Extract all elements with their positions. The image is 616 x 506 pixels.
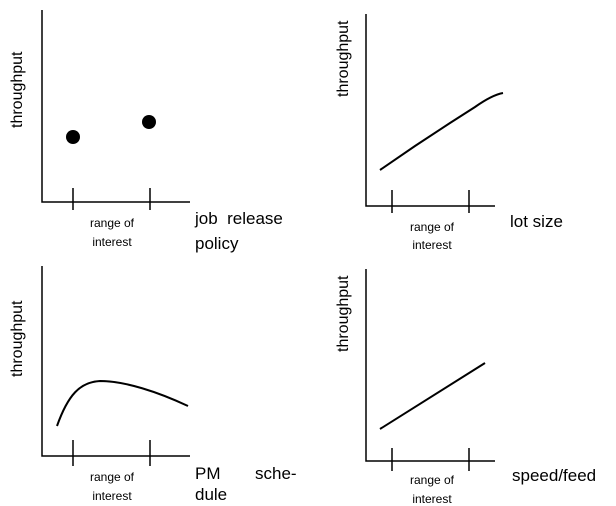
panel-lot-size: throughput range of interest lot size <box>335 14 563 252</box>
throughput-curve <box>379 362 486 430</box>
axes <box>41 10 190 203</box>
axes <box>41 266 190 457</box>
range-label-line2: interest <box>92 235 132 249</box>
range-label-line2: interest <box>92 489 132 503</box>
throughput-curve <box>56 379 189 427</box>
data-point <box>66 130 80 144</box>
x-axis-label-line1: PM <box>195 464 221 483</box>
x-axis-label-line2: policy <box>195 234 239 253</box>
panel-job-release-policy: throughput range of interest job release… <box>9 10 283 253</box>
panel-speed-feed: throughput range of interest speed/feed <box>335 269 596 506</box>
x-axis-label-line2: dule <box>195 485 227 504</box>
axes <box>365 269 495 462</box>
y-axis-label: throughput <box>335 275 352 352</box>
range-label-line2: interest <box>412 238 452 252</box>
range-label-line2: interest <box>412 492 452 506</box>
x-axis-label: speed/feed <box>512 466 596 485</box>
panel-pm-schedule: throughput range of interest PM sche- du… <box>9 266 297 504</box>
axes <box>365 14 495 207</box>
range-label-line1: range of <box>90 470 135 484</box>
x-axis-label: lot size <box>510 212 563 231</box>
range-label-line1: range of <box>410 220 455 234</box>
x-axis-label-line1: job release <box>194 209 283 228</box>
x-axis-label-line1b: sche- <box>255 464 297 483</box>
range-label-line1: range of <box>410 473 455 487</box>
y-axis-label: throughput <box>9 51 26 128</box>
throughput-curve <box>379 92 504 171</box>
y-axis-label: throughput <box>335 20 352 97</box>
y-axis-label: throughput <box>9 300 26 377</box>
data-point <box>142 115 156 129</box>
range-label-line1: range of <box>90 216 135 230</box>
